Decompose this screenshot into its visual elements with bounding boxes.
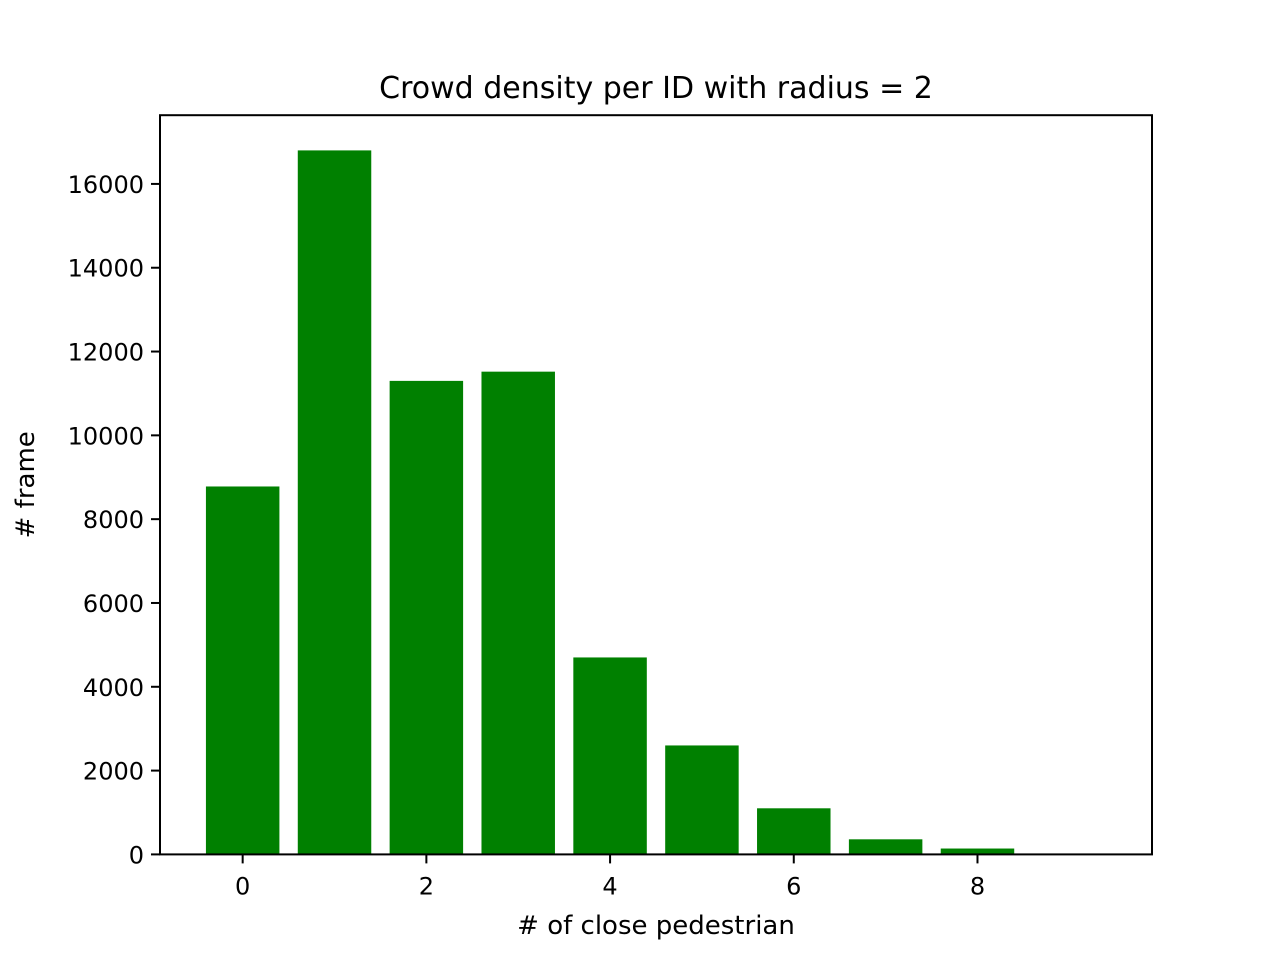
y-tick-label: 8000 [83, 506, 144, 534]
bar-3 [481, 371, 555, 855]
x-tick-label: 2 [419, 872, 434, 900]
plot-area-frame [159, 114, 1153, 856]
y-tick-label: 12000 [68, 339, 144, 367]
bar-5 [665, 745, 739, 855]
bar-2 [389, 380, 464, 855]
y-tick-label: 4000 [83, 674, 144, 702]
y-tick-label: 14000 [68, 255, 144, 283]
chart-title: Crowd density per ID with radius = 2 [379, 71, 933, 106]
x-tick-label: 8 [970, 872, 985, 900]
y-tick-label: 6000 [83, 590, 144, 618]
y-tick-label: 16000 [68, 171, 144, 199]
bar-7 [848, 839, 923, 855]
x-tick-label: 6 [786, 872, 801, 900]
bar-4 [573, 657, 647, 855]
y-tick-label: 2000 [83, 758, 144, 786]
y-tick-label: 0 [129, 841, 144, 869]
x-axis-label: # of close pedestrian [517, 911, 795, 941]
bar-8 [940, 848, 1015, 855]
y-tick-label: 10000 [68, 422, 144, 450]
x-axis-ticks: 0 2 4 6 8 [235, 854, 985, 900]
bars-layer [205, 150, 1015, 855]
bar-1 [297, 150, 372, 855]
x-tick-label: 0 [235, 872, 250, 900]
x-tick-label: 4 [602, 872, 617, 900]
y-axis-label: # frame [11, 431, 41, 538]
y-axis-ticks: 0 2000 4000 6000 8000 10000 12000 14000 16000 [68, 171, 160, 869]
bar-6 [757, 808, 831, 855]
bar-0 [205, 486, 280, 855]
